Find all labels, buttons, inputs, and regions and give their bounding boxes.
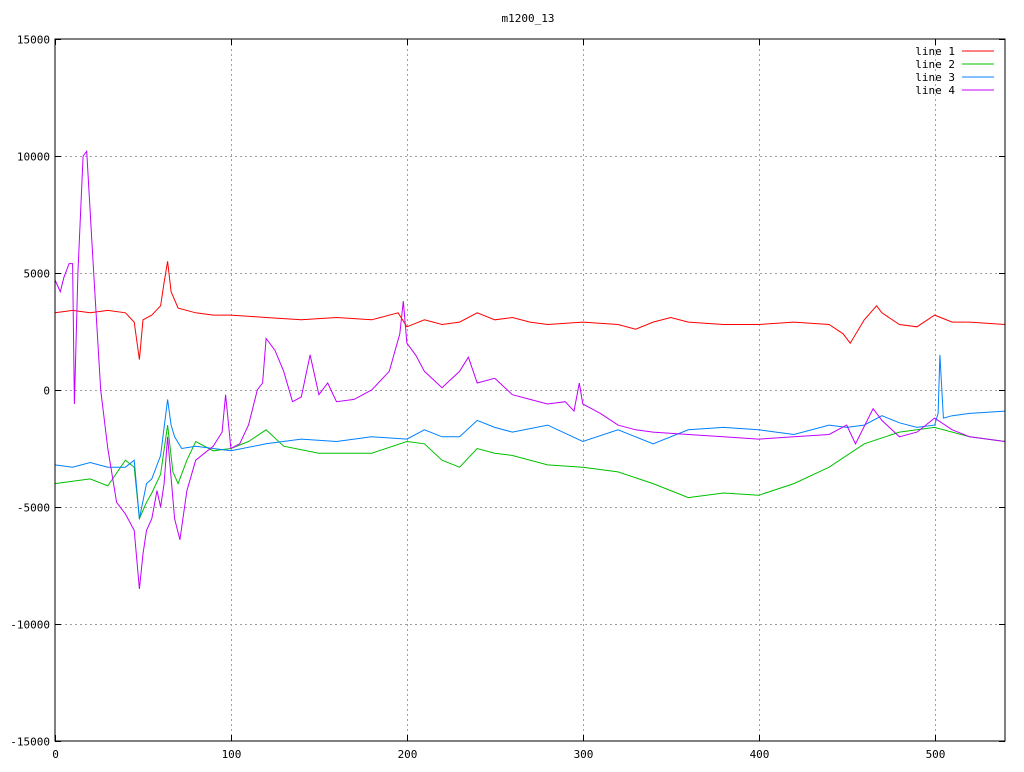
series-line-4: [54, 149, 1006, 589]
y-tick-label: -10000: [10, 619, 50, 632]
axis-ticks: 0 100 200 300 400 500 -15000 -10000 -5000 0 5000 10…: [10, 34, 1005, 761]
legend-label: line 4: [915, 84, 955, 97]
series-lines: [54, 149, 1006, 589]
x-tick-label: 400: [750, 748, 770, 761]
x-tick-label: 200: [398, 748, 418, 761]
legend-label: line 2: [915, 58, 955, 71]
x-tick-label: 0: [52, 748, 59, 761]
series-line-2: [54, 425, 1006, 521]
plot-border: [54, 38, 1006, 742]
x-tick-label: 300: [574, 748, 594, 761]
series-line-3: [54, 354, 1006, 519]
grid: [55, 39, 1005, 741]
y-tick-label: 10000: [17, 151, 50, 164]
y-tick-label: 0: [43, 385, 50, 398]
y-tick-label: 5000: [24, 268, 51, 281]
y-tick-label: 15000: [17, 34, 50, 47]
x-tick-label: 500: [926, 748, 946, 761]
legend-label: line 3: [915, 71, 955, 84]
series-line-1: [54, 261, 1006, 360]
legend-label: line 1: [915, 45, 955, 58]
y-tick-label: -15000: [10, 736, 50, 749]
x-tick-label: 100: [222, 748, 242, 761]
y-tick-label: -5000: [17, 502, 50, 515]
chart-title: m1200_13: [502, 12, 555, 25]
